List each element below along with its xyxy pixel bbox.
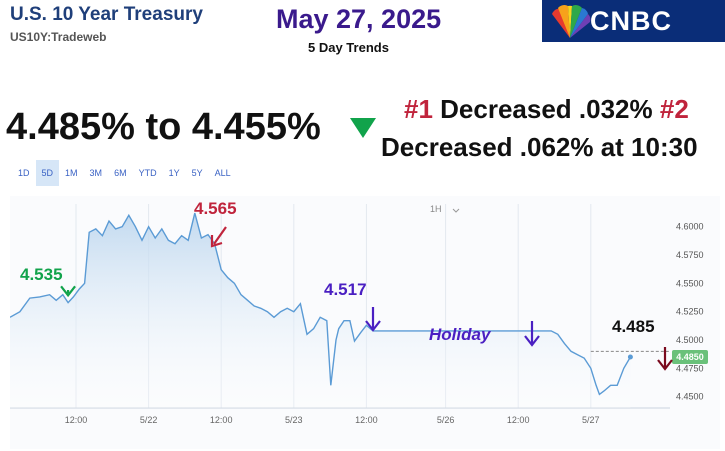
tab-1m[interactable]: 1M	[65, 168, 78, 178]
y-tick-label: 4.5000	[676, 335, 704, 345]
series-line	[10, 212, 632, 396]
trend-label: 5 Day Trends	[308, 40, 389, 55]
note-line-2: Decreased .062% at 10:30	[381, 132, 698, 162]
annotation-arrow-holiday-head	[524, 335, 540, 347]
annotation-arrow-red-head	[210, 235, 223, 248]
date-heading: May 27, 2025	[276, 4, 442, 34]
note-hash-1: #1	[404, 94, 433, 124]
x-tick-label: 12:00	[65, 415, 88, 425]
y-tick-label: 4.5500	[676, 278, 704, 288]
cnbc-logo: CNBC	[542, 0, 725, 42]
y-tick-label: 4.4750	[676, 363, 704, 373]
annotation-arrow-green-head	[60, 285, 76, 298]
annotation-label: 4.485	[612, 317, 655, 336]
page-title: U.S. 10 Year Treasury	[10, 4, 203, 25]
holiday-label: Holiday	[429, 325, 492, 344]
current-value-badge	[672, 350, 708, 364]
tab-all[interactable]: ALL	[214, 168, 231, 178]
chart-panel: 12:00 5/22 12:00 5/23 12:00 5/26 12:00 5/27 4.60…	[10, 196, 720, 449]
chevron-down-icon	[452, 208, 460, 213]
tab-6m[interactable]: 6M	[114, 168, 127, 178]
x-tick-label: 12:00	[507, 415, 530, 425]
yield-chart: 12:00 5/22 12:00 5/23 12:00 5/26 12:00 5/27 4.60…	[10, 199, 708, 425]
current-value-label: 4.4850	[676, 352, 704, 362]
interval-label: 1H	[430, 204, 442, 214]
y-tick-label: 4.4500	[676, 392, 704, 402]
y-tick-label: 4.5750	[676, 250, 704, 260]
x-tick-label: 12:00	[355, 415, 378, 425]
x-tick-label: 5/27	[582, 415, 600, 425]
x-tick-label: 12:00	[210, 415, 233, 425]
x-tick-label: 5/22	[140, 415, 158, 425]
annotation-label: 4.565	[194, 199, 237, 218]
x-tick-label: 5/26	[437, 415, 455, 425]
tab-5y[interactable]: 5Y	[191, 168, 203, 178]
annotation-label: 4.535	[20, 265, 63, 284]
tab-3m[interactable]: 3M	[89, 168, 103, 178]
down-triangle-icon	[350, 118, 376, 138]
series-area	[10, 213, 631, 408]
note-hash-2: #2	[659, 94, 689, 124]
ticker-subtitle: US10Y:Tradeweb	[10, 30, 107, 44]
annotation-arrow-final-head	[657, 359, 673, 371]
tab-1y[interactable]: 1Y	[168, 168, 180, 178]
range-tabs: 1D 5D 1M 3M 6M YTD 1Y 5Y ALL	[12, 160, 237, 186]
series-endpoint	[627, 354, 633, 360]
y-tick-label: 4.5250	[676, 307, 704, 317]
note-text-1: Decreased .032%	[432, 94, 660, 124]
annotation-arrow-red	[213, 226, 227, 245]
yield-range: 4.485% to 4.455%	[6, 106, 321, 148]
note-line-1: #1 Decreased .032% #2	[404, 94, 689, 125]
logo-wordmark: CNBC	[590, 6, 672, 36]
tab-ytd[interactable]: YTD	[138, 168, 157, 178]
annotation-label: 4.517	[324, 280, 367, 299]
tab-5d[interactable]: 5D	[35, 160, 60, 186]
tab-1d[interactable]: 1D	[18, 168, 30, 178]
peacock-icon	[552, 5, 591, 39]
y-tick-label: 4.6000	[676, 222, 704, 232]
annotation-arrow-purple-head	[365, 320, 381, 332]
x-tick-label: 5/23	[285, 415, 303, 425]
